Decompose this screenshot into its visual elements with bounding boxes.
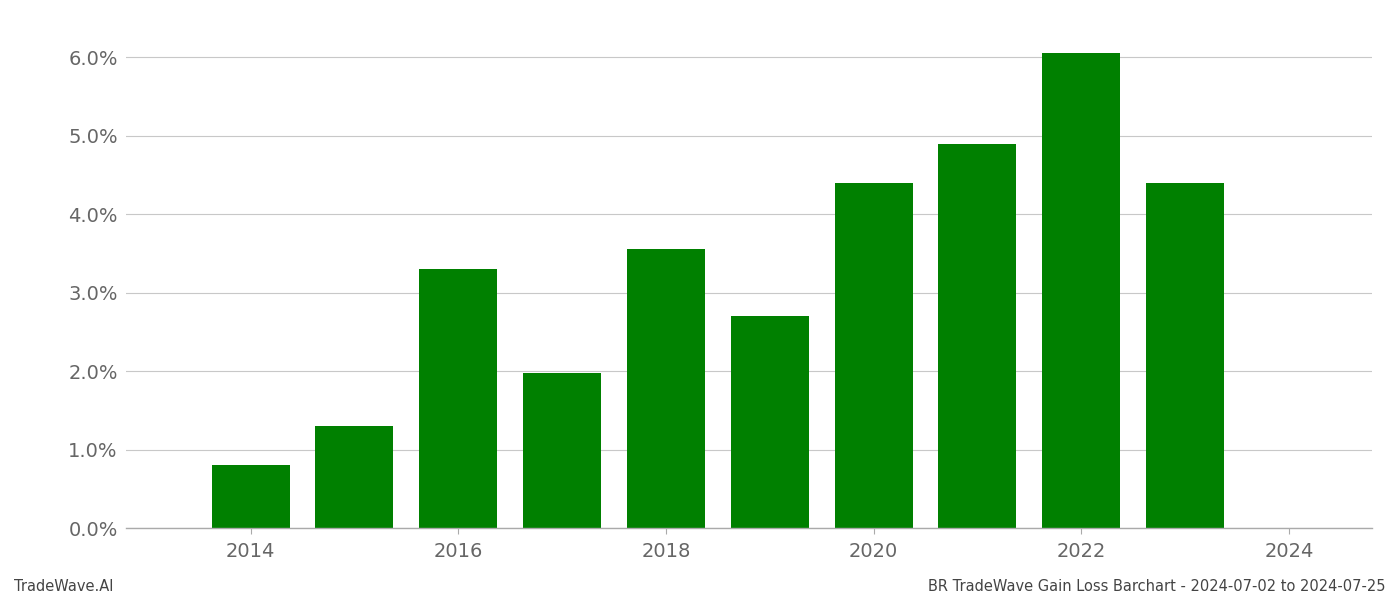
Bar [627, 250, 704, 528]
Bar [524, 373, 601, 528]
Bar [834, 183, 913, 528]
Bar [1147, 183, 1224, 528]
Bar [211, 465, 290, 528]
Bar [420, 269, 497, 528]
Bar [938, 143, 1016, 528]
Bar [731, 316, 809, 528]
Bar [315, 426, 393, 528]
Text: TradeWave.AI: TradeWave.AI [14, 579, 113, 594]
Text: BR TradeWave Gain Loss Barchart - 2024-07-02 to 2024-07-25: BR TradeWave Gain Loss Barchart - 2024-0… [928, 579, 1386, 594]
Bar [1043, 53, 1120, 528]
